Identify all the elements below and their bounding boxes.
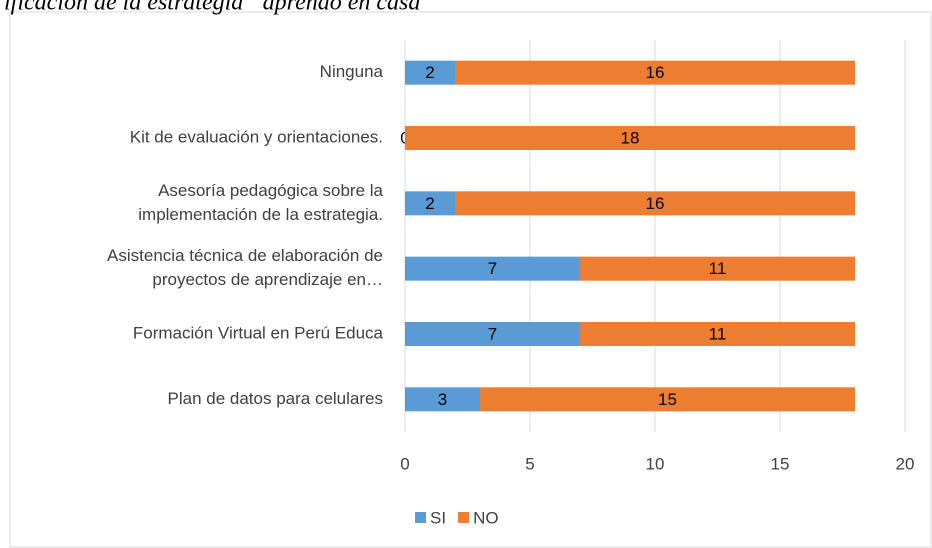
y-tick-label: Asistencia técnica de elaboración de [107, 246, 383, 265]
bar-segment [405, 191, 455, 216]
x-tick-label: 15 [771, 454, 790, 473]
value-label: 16 [646, 63, 665, 82]
value-label: 15 [658, 390, 677, 409]
value-label: 7 [488, 324, 497, 343]
bar-segment [455, 60, 855, 85]
bar-segment [580, 256, 855, 281]
y-tick-label: Kit de evaluación y orientaciones. [130, 127, 383, 146]
x-tick-label: 10 [646, 454, 665, 473]
bar-segment [455, 191, 855, 216]
legend-label: SI [430, 508, 446, 527]
value-label: 7 [488, 259, 497, 278]
chart-title: ificación de la estrategia “aprendo en c… [4, 0, 434, 16]
value-label: 2 [425, 194, 434, 213]
y-tick-label: Formación Virtual en Perú Educa [133, 323, 384, 342]
y-tick-label: proyectos de aprendizaje en… [152, 270, 383, 289]
bar-segment [405, 256, 580, 281]
bar-segment [405, 126, 855, 150]
legend-label: NO [473, 508, 499, 527]
legend-swatch [415, 512, 426, 523]
value-label: 18 [621, 128, 640, 147]
value-label: 11 [709, 259, 727, 278]
value-label: 2 [425, 63, 434, 82]
bar-segment [405, 322, 580, 346]
bar-segment [405, 387, 480, 412]
value-label: 11 [709, 324, 727, 343]
y-tick-label: implementación de la estrategia. [138, 205, 383, 224]
value-label: 16 [646, 194, 665, 213]
x-tick-label: 20 [896, 454, 915, 473]
x-tick-label: 0 [400, 454, 409, 473]
y-tick-label: Asesoría pedagógica sobre la [158, 181, 383, 200]
bar-segment [480, 387, 855, 412]
y-tick-label: Ninguna [320, 62, 384, 81]
bar-segment [580, 322, 855, 346]
y-tick-label: Plan de datos para celulares [168, 389, 383, 408]
bar-segment [405, 60, 455, 85]
legend-swatch [458, 512, 470, 523]
x-tick-label: 5 [525, 454, 534, 473]
value-label: 3 [438, 390, 447, 409]
